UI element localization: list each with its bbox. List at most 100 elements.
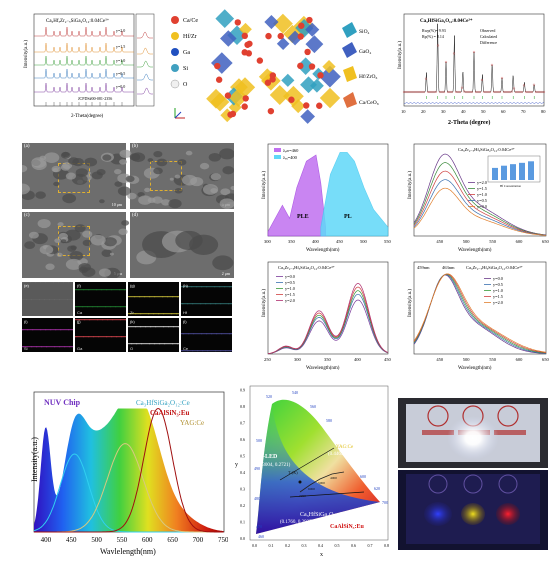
x-tick-label: 650: [542, 239, 550, 244]
observed-point: [418, 90, 422, 94]
grain: [169, 177, 174, 181]
wavelength-tick: 470: [256, 524, 262, 529]
x-tick-label: 650: [542, 357, 550, 362]
em-ylabel: Intensity(a.u.): [408, 171, 413, 199]
observed-point: [490, 63, 494, 66]
eds-label: (l): [183, 319, 187, 324]
observed-point: [428, 90, 432, 94]
grain: [60, 151, 71, 159]
ple-legend: λₑₓ=400: [283, 155, 298, 160]
x-tick-label: 30: [441, 109, 446, 114]
grain: [69, 251, 84, 261]
band-ple: [267, 154, 326, 237]
x-tick-label: 450: [436, 357, 444, 362]
polyhedron: [322, 60, 336, 74]
wled-label: NUV Chip: [44, 398, 81, 407]
observed-point: [516, 90, 520, 94]
observed-point: [458, 90, 462, 94]
grain: [127, 192, 137, 200]
xrd-label: y=1.5: [116, 44, 125, 49]
grain: [28, 231, 39, 239]
xrd-pdf: JCPDS#00-081-2356: [78, 96, 112, 101]
atom: [269, 76, 276, 83]
grain: [39, 244, 54, 255]
observed-point: [470, 90, 474, 94]
polyhedron: [305, 22, 320, 37]
norm-ylabel: Intensity(a.u.): [408, 289, 413, 317]
norm-annot: 459nm: [417, 265, 430, 270]
emission-line: [413, 162, 547, 236]
grain: [199, 162, 210, 170]
blue-phosphor: [424, 502, 452, 526]
grain: [62, 193, 77, 204]
eds-element: Zr: [130, 310, 134, 315]
legend-label: Ga: [183, 50, 190, 56]
legend-dot: [171, 64, 179, 72]
grain: [117, 186, 132, 196]
legend-swatch: [274, 148, 281, 152]
eds-label: (g): [130, 283, 135, 288]
observed-point: [460, 86, 464, 89]
observed-point: [520, 90, 524, 94]
eds-map: (j) Ga: [75, 318, 126, 352]
observed-point: [480, 78, 484, 82]
xrd-header: Ca₃HfₓZr₂₋ₓSiGa₂O₁₂:0.04Ce³⁺: [46, 18, 110, 24]
atom: [214, 62, 221, 70]
norm-header: Ca₃Zr₂₋ₓHfₓSiGa₂O₁₂:0.04Ce³⁺: [466, 265, 524, 270]
atom: [245, 50, 253, 57]
eds-map: (e): [22, 282, 73, 316]
x-tick-label: 500: [463, 357, 471, 362]
legend-label: y=1.0: [477, 192, 487, 197]
observed-point: [510, 90, 514, 93]
x-tick-label: 450: [384, 357, 392, 362]
grain: [174, 174, 181, 179]
eds-label: (i): [24, 319, 28, 324]
grain: [99, 199, 105, 204]
grain: [53, 181, 60, 187]
atom: [298, 22, 305, 29]
normalized-line: [413, 273, 547, 354]
wled-panel: NUV Chip Ca₃HfSiGa₂O₁₂:Ce CaAlSiN₃:Eu YA…: [8, 388, 229, 560]
observed-point: [518, 90, 522, 94]
structure-panel: Ca/Ce Hf/Zr Ga Si O SiO₄ GaO₄ Hf/ZrO₆ Ca…: [165, 8, 385, 128]
legend-label: y=0.5: [285, 280, 295, 285]
grain: [70, 245, 77, 250]
observed-point: [436, 44, 440, 47]
atom: [244, 41, 251, 48]
eds-map: (f) Ca: [75, 282, 126, 316]
grain: [210, 173, 221, 181]
atom: [316, 102, 323, 109]
cie-x-tick: 0.2: [285, 543, 290, 548]
eds-element: Hf: [183, 310, 187, 315]
legend-dot: [171, 48, 179, 56]
grain: [75, 168, 89, 177]
refine-stat: Rwp(%)= 9.93: [422, 28, 446, 33]
normalized-line: [413, 273, 547, 353]
observed-point: [538, 90, 542, 94]
wavelength-tick: 460: [258, 534, 264, 539]
grain: [22, 165, 28, 173]
axes-indicator-icon: [174, 108, 185, 119]
observed-point: [532, 83, 536, 86]
xrd-inset-trace: [137, 31, 153, 39]
grain: [65, 172, 76, 180]
x-tick-label: 550: [384, 239, 392, 244]
grain: [153, 167, 163, 175]
observed-point: [526, 90, 530, 94]
legend-label: y=2.0: [493, 300, 503, 305]
grain: [57, 222, 64, 227]
xrd-label: y=0.5: [116, 71, 125, 76]
observed-point: [536, 90, 540, 94]
ple-chart: λₑₘ=460 λₑₓ=400 PLE PL Intensity(a.u.) W…: [262, 143, 392, 253]
x-tick-label: 20: [421, 109, 426, 114]
sem-label: (a): [24, 144, 30, 149]
observed-point: [484, 90, 488, 94]
legend-label: y=1.0: [285, 286, 295, 291]
refine-legend: Calculated: [480, 34, 497, 39]
grain: [24, 241, 36, 249]
legend-label: y=2.0: [477, 180, 487, 185]
legend-label: O: [183, 82, 188, 88]
observed-point: [540, 90, 544, 94]
observed-point: [446, 90, 450, 94]
polyhedra-label: SiO₄: [359, 29, 370, 35]
